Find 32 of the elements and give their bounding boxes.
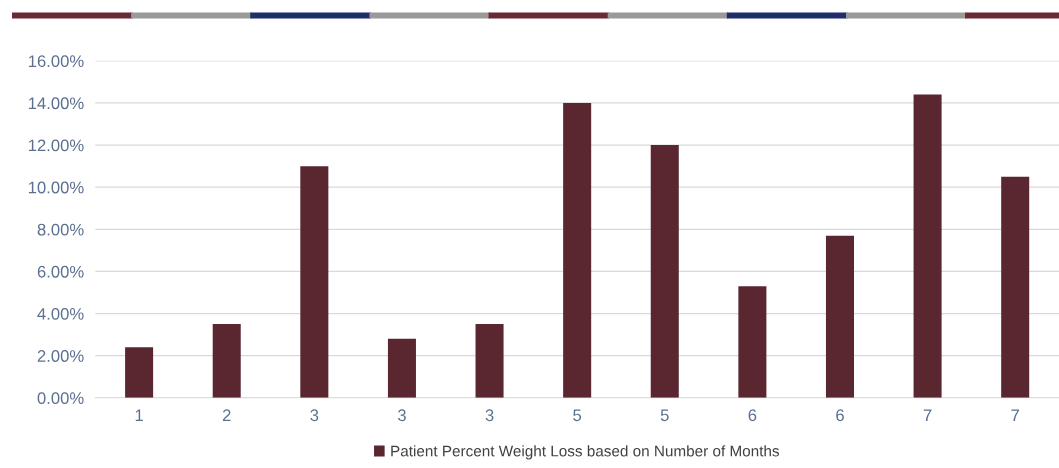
y-tick-label: 8.00%: [37, 223, 84, 236]
bar: [913, 94, 942, 398]
x-tick-label: 3: [310, 409, 319, 422]
x-tick-label: 2: [222, 409, 231, 421]
y-tick-label: 6.00%: [37, 265, 84, 278]
bar: [738, 286, 767, 398]
y-tick-label: 4.00%: [37, 307, 84, 320]
y-tick-label: 12.00%: [28, 139, 84, 152]
x-tick-label: 7: [1011, 409, 1019, 421]
bar: [125, 347, 154, 398]
bar: [825, 235, 854, 398]
x-tick-label: 6: [748, 409, 757, 422]
bar: [650, 145, 679, 398]
y-tick-label: 2.00%: [37, 350, 84, 362]
y-tick-label: 14.00%: [28, 97, 84, 110]
x-tick-label: 5: [660, 409, 669, 422]
y-tick-label: 16.00%: [28, 55, 84, 68]
x-tick-label: 1: [135, 409, 143, 421]
bar: [387, 338, 416, 398]
x-tick-label: 3: [485, 409, 494, 422]
bar: [212, 324, 241, 398]
x-tick-label: 5: [573, 409, 582, 422]
y-tick-label: 0.00%: [37, 392, 84, 404]
y-tick-label: 10.00%: [28, 181, 84, 194]
x-tick-label: 3: [397, 409, 406, 422]
legend-label: Patient Percent Weight Loss based on Number of Months: [391, 445, 780, 460]
bar: [475, 324, 504, 398]
bar: [300, 166, 329, 398]
x-tick-label: 7: [923, 409, 932, 421]
bar: [563, 102, 592, 398]
bar: [1001, 176, 1030, 398]
x-tick-label: 6: [836, 409, 844, 422]
